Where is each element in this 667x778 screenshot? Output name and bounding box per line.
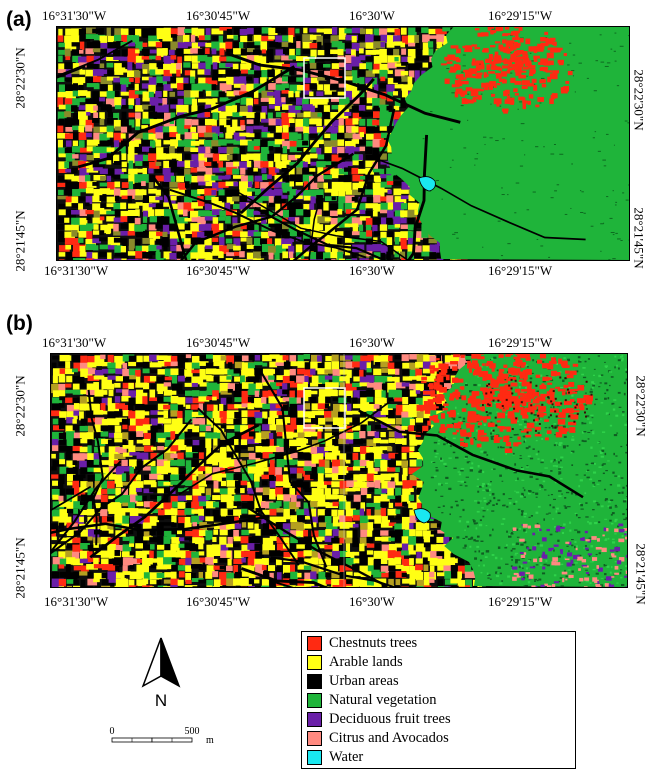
bottom-lon-b-2: 16°30'45"W: [186, 594, 251, 609]
legend-item-deciduous: Deciduous fruit trees: [307, 711, 451, 728]
legend-item-arable: Arable lands: [307, 654, 403, 671]
legend-label: Water: [329, 749, 364, 765]
left-lat-b-2: 28°21'45"N: [12, 537, 28, 599]
bottom-lon-a-1: 16°31'30"W: [44, 263, 109, 278]
legend-item-water: Water: [307, 749, 363, 766]
top-lon-a-2: 16°30'45"W: [186, 8, 251, 23]
scale-unit: m: [206, 735, 214, 746]
legend-swatch: [307, 674, 322, 689]
classification-map-b: [50, 353, 628, 588]
scale-end: 500: [185, 726, 200, 737]
legend-item-natural: Natural vegetation: [307, 692, 437, 709]
classification-map-a: [56, 26, 630, 261]
right-lat-a-1: 28°22'30"N: [631, 69, 647, 131]
top-lon-a-1: 16°31'30"W: [42, 8, 107, 23]
bottom-lon-a-2: 16°30'45"W: [186, 263, 251, 278]
right-lat-b-2: 28°21'45"N: [633, 543, 649, 605]
left-lat-a-2: 28°21'45"N: [12, 210, 28, 272]
legend-item-citrus: Citrus and Avocados: [307, 730, 449, 747]
top-lon-b-1: 16°31'30"W: [42, 335, 107, 350]
legend-swatch: [307, 731, 322, 746]
panel-label-b: (b): [6, 312, 33, 335]
scale-start: 0: [110, 726, 115, 737]
legend-label: Chestnuts trees: [329, 635, 418, 651]
panel-label-a: (a): [6, 8, 32, 31]
legend-label: Citrus and Avocados: [329, 730, 449, 746]
legend-item-urban: Urban areas: [307, 673, 399, 690]
right-lat-b-1: 28°22'30"N: [633, 375, 649, 437]
legend-swatch: [307, 750, 322, 765]
legend-item-chestnuts: Chestnuts trees: [307, 635, 417, 652]
legend-label: Deciduous fruit trees: [329, 711, 451, 727]
legend-swatch: [307, 712, 322, 727]
legend-label: Urban areas: [329, 673, 399, 689]
left-lat-b-1: 28°22'30"N: [12, 375, 28, 437]
legend: Chestnuts trees Arable lands Urban areas…: [301, 631, 576, 769]
north-arrow: N: [137, 636, 185, 712]
scale-bar: 0 500 m: [106, 720, 226, 760]
legend-label: Arable lands: [329, 654, 403, 670]
bottom-lon-b-4: 16°29'15"W: [488, 594, 553, 609]
right-lat-a-2: 28°21'45"N: [631, 207, 647, 269]
north-label: N: [155, 691, 167, 710]
left-lat-a-1: 28°22'30"N: [12, 47, 28, 109]
legend-swatch: [307, 636, 322, 651]
top-lon-a-4: 16°29'15"W: [488, 8, 553, 23]
bottom-lon-a-4: 16°29'15"W: [488, 263, 553, 278]
bottom-lon-b-1: 16°31'30"W: [44, 594, 109, 609]
legend-swatch: [307, 693, 322, 708]
top-lon-b-3: 16°30'W: [349, 335, 395, 350]
top-lon-b-4: 16°29'15"W: [488, 335, 553, 350]
bottom-lon-a-3: 16°30'W: [349, 263, 395, 278]
north-arrow-icon: N: [141, 637, 181, 710]
legend-swatch: [307, 655, 322, 670]
top-lon-b-2: 16°30'45"W: [186, 335, 251, 350]
top-lon-a-3: 16°30'W: [349, 8, 395, 23]
legend-label: Natural vegetation: [329, 692, 437, 708]
bottom-lon-b-3: 16°30'W: [349, 594, 395, 609]
